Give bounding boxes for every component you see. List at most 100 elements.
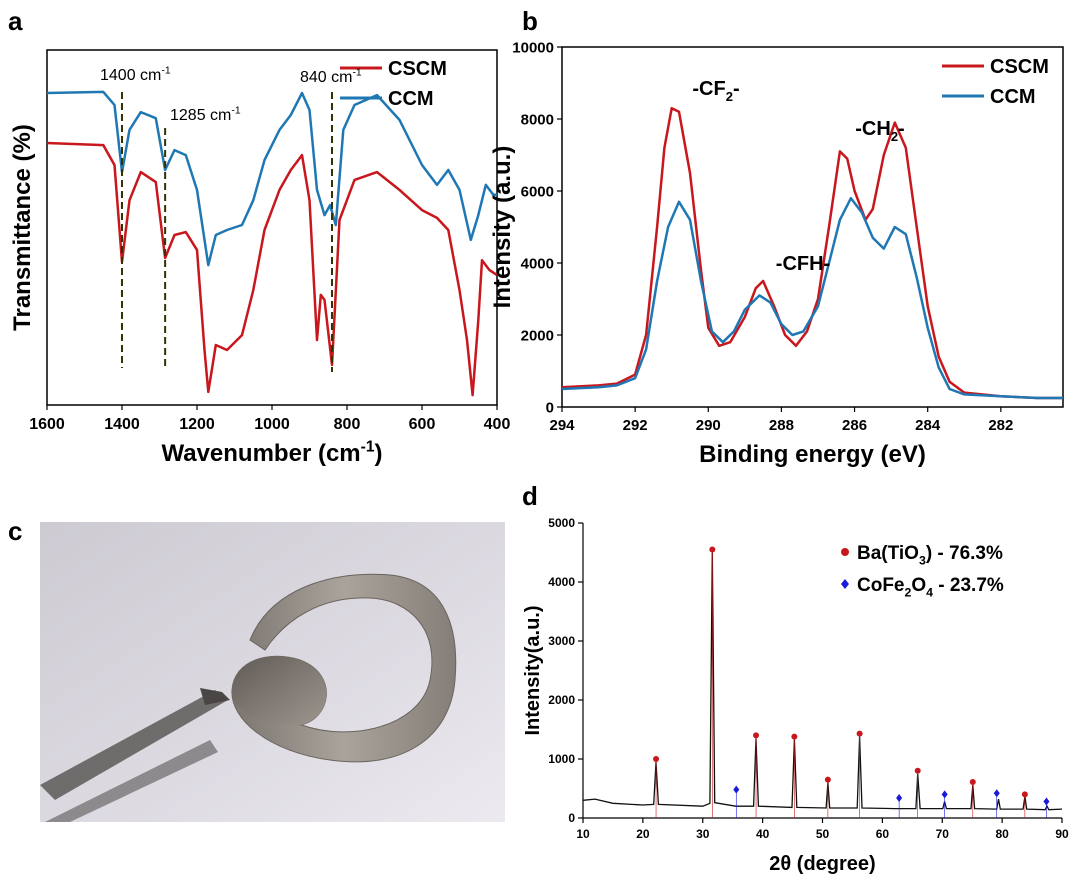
peak-marker bbox=[993, 789, 1000, 798]
x-tick-label: 282 bbox=[988, 417, 1013, 434]
legend-label: CCM bbox=[990, 86, 1036, 108]
text-part: CoFe bbox=[857, 575, 905, 596]
y-tick-label: 5000 bbox=[548, 516, 575, 530]
y-tick-label: 2000 bbox=[548, 693, 575, 707]
series-line bbox=[46, 141, 498, 397]
x-tick-label: 10 bbox=[576, 827, 590, 841]
y-tick-label: 3000 bbox=[548, 634, 575, 648]
x-tick-label: 80 bbox=[995, 827, 1009, 841]
x-tick-label: 60 bbox=[876, 827, 890, 841]
script-part: -1 bbox=[361, 438, 375, 455]
text-part: -CH bbox=[855, 118, 891, 140]
text-part: 1285 cm bbox=[170, 107, 231, 124]
rich-text: -CF2- bbox=[692, 78, 739, 104]
text-part: ) - 76.3% bbox=[926, 543, 1003, 564]
script-part: 3 bbox=[919, 554, 926, 568]
text-part: 840 cm bbox=[300, 69, 352, 86]
script-part: 4 bbox=[926, 586, 933, 600]
rich-text: -CH2- bbox=[855, 118, 904, 144]
text-part: - 23.7% bbox=[933, 575, 1004, 596]
x-tick-label: 286 bbox=[842, 417, 867, 434]
x-tick-label: 800 bbox=[334, 416, 361, 433]
text-part: Binding energy (eV) bbox=[699, 441, 926, 468]
tweezer bbox=[45, 740, 218, 822]
film-inner bbox=[232, 656, 327, 726]
y-tick-label: 4000 bbox=[548, 575, 575, 589]
rich-text: 1285 cm-1 bbox=[170, 106, 241, 124]
x-tick-label: 70 bbox=[936, 827, 950, 841]
photo bbox=[40, 522, 505, 822]
peak-marker bbox=[824, 776, 831, 783]
x-tick-label: 40 bbox=[756, 827, 770, 841]
panel-label: b bbox=[522, 6, 538, 36]
series-line bbox=[46, 90, 497, 267]
rich-text: -CFH- bbox=[776, 253, 830, 275]
series-line bbox=[561, 106, 1063, 400]
x-tick-label: 600 bbox=[409, 416, 436, 433]
rich-text: 1400 cm-1 bbox=[100, 66, 171, 84]
rich-text: Wavenumber (cm-1) bbox=[161, 438, 382, 467]
script-part: 2 bbox=[726, 89, 733, 104]
peak-marker bbox=[1021, 791, 1028, 798]
text-part: - bbox=[898, 118, 905, 140]
peak-marker bbox=[969, 779, 976, 786]
rich-text: 2θ (degree) bbox=[769, 853, 875, 875]
legend-swatch bbox=[841, 579, 849, 589]
script-part: 2 bbox=[891, 129, 898, 144]
x-tick-label: 90 bbox=[1055, 827, 1069, 841]
x-tick-label: 400 bbox=[484, 416, 511, 433]
x-tick-label: 1600 bbox=[29, 416, 65, 433]
panel-label: d bbox=[522, 481, 538, 511]
pattern-line bbox=[582, 552, 1063, 811]
rich-text: 840 cm-1 bbox=[300, 68, 362, 86]
peak-marker bbox=[896, 793, 903, 802]
peak-marker bbox=[941, 790, 948, 799]
peak-marker bbox=[653, 756, 660, 762]
y-axis-title: Intensity (a.u.) bbox=[489, 146, 516, 309]
x-tick-label: 30 bbox=[696, 827, 710, 841]
text-part: - bbox=[733, 78, 740, 100]
y-tick-label: 10000 bbox=[512, 39, 554, 56]
legend-label: CCM bbox=[388, 88, 434, 110]
peak-marker bbox=[733, 785, 740, 794]
text-part: ) bbox=[375, 440, 383, 467]
legend-label: CSCM bbox=[990, 56, 1049, 78]
peak-marker bbox=[791, 733, 798, 740]
text-part: O bbox=[911, 575, 926, 596]
x-tick-label: 1400 bbox=[104, 416, 140, 433]
x-tick-label: 290 bbox=[696, 417, 721, 434]
legend-label: CSCM bbox=[388, 58, 447, 80]
text-part: Wavenumber (cm bbox=[161, 440, 360, 467]
rich-text: Binding energy (eV) bbox=[699, 441, 926, 468]
tweezer-tip bbox=[200, 688, 230, 705]
x-tick-label: 20 bbox=[636, 827, 650, 841]
peak-marker bbox=[709, 546, 716, 553]
peak-marker bbox=[753, 732, 760, 739]
peak-marker bbox=[1043, 797, 1050, 806]
y-tick-label: 0 bbox=[546, 399, 554, 416]
panel-label: c bbox=[8, 516, 22, 546]
rich-text: Ba(TiO3) - 76.3% bbox=[857, 543, 1003, 568]
plot-frame bbox=[561, 46, 1064, 408]
peak-marker bbox=[914, 767, 921, 774]
y-tick-label: 6000 bbox=[521, 183, 554, 200]
y-axis-title: Transmittance (%) bbox=[9, 124, 36, 331]
text-part: -CFH- bbox=[776, 253, 830, 275]
y-tick-label: 4000 bbox=[521, 255, 554, 272]
y-tick-label: 2000 bbox=[521, 327, 554, 344]
series-line bbox=[561, 196, 1063, 400]
x-tick-label: 1000 bbox=[254, 416, 290, 433]
peak-marker bbox=[856, 730, 863, 737]
text-part: 1400 cm bbox=[100, 67, 161, 84]
y-tick-label: 1000 bbox=[548, 752, 575, 766]
script-part: -1 bbox=[352, 68, 361, 79]
x-tick-label: 1200 bbox=[179, 416, 215, 433]
text-part: Ba(TiO bbox=[857, 543, 919, 564]
y-axis-title: Intensity(a.u.) bbox=[522, 605, 544, 735]
x-tick-label: 284 bbox=[915, 417, 941, 434]
x-tick-label: 288 bbox=[769, 417, 794, 434]
y-tick-label: 8000 bbox=[521, 111, 554, 128]
legend-swatch bbox=[841, 548, 849, 556]
x-tick-label: 292 bbox=[623, 417, 648, 434]
